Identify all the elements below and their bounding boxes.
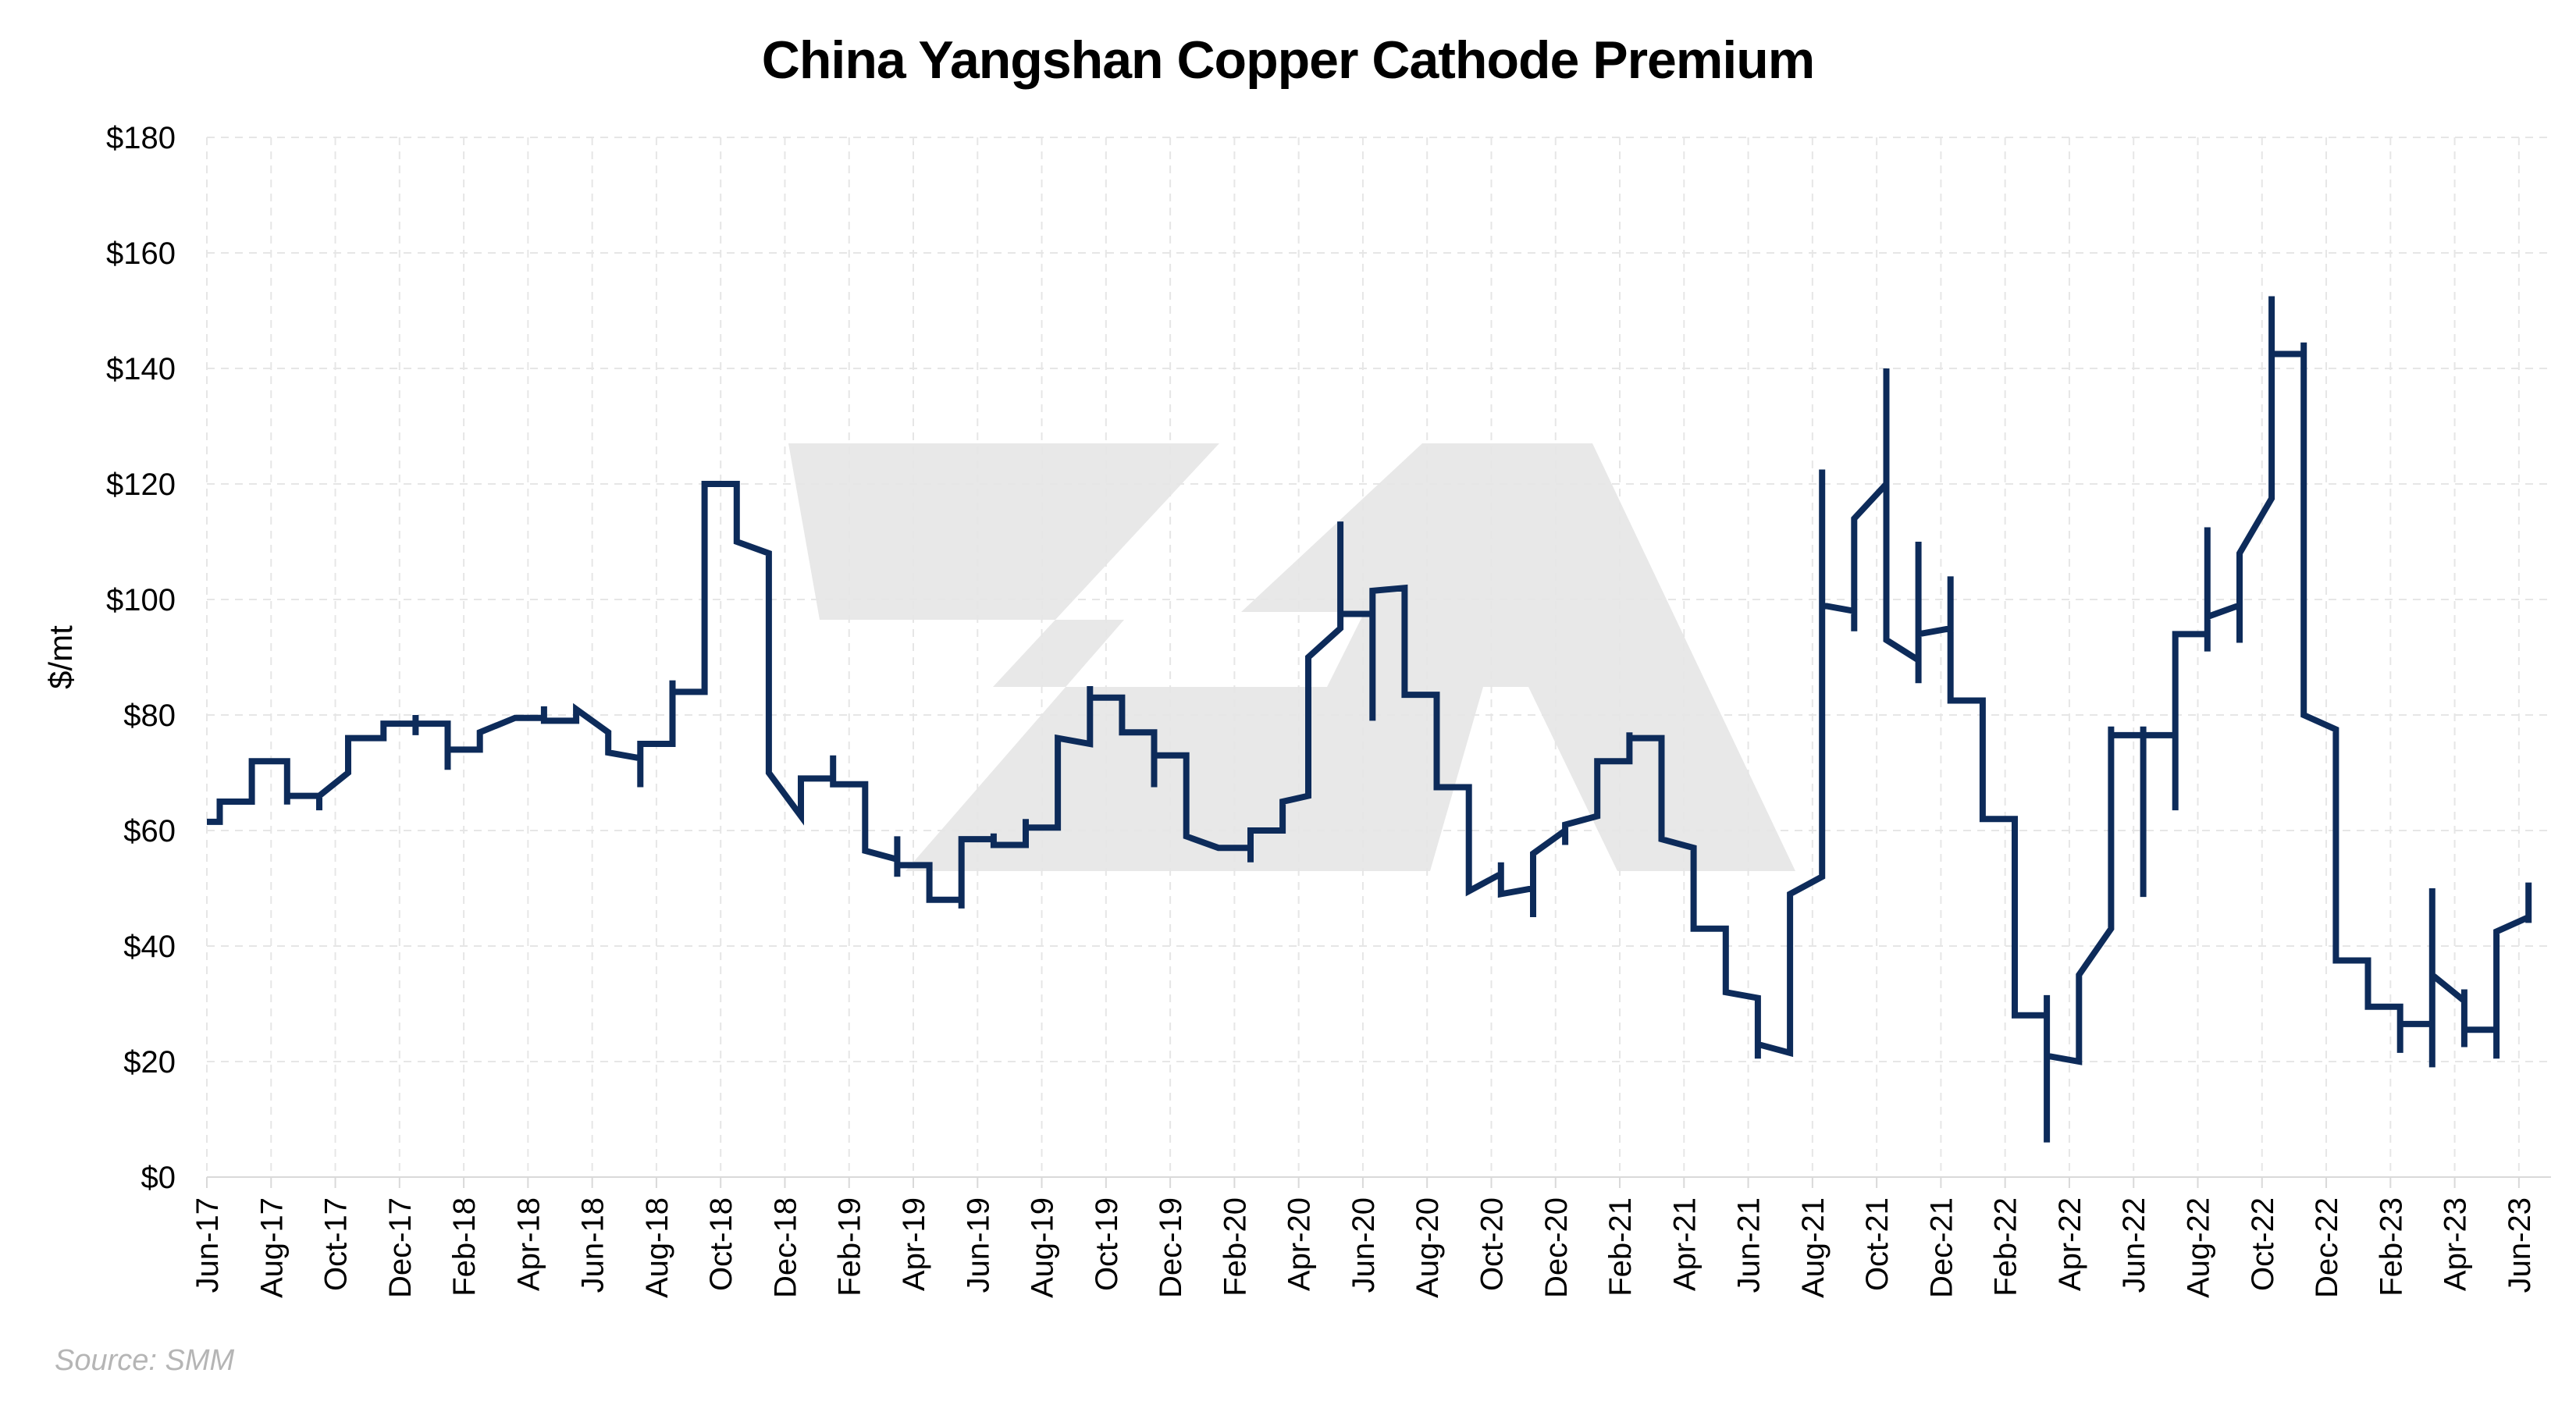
y-tick-label: $40 (123, 930, 176, 964)
x-tick-label: Jun-17 (190, 1197, 225, 1293)
y-tick-label: $180 (106, 121, 176, 155)
y-tick-label: $160 (106, 237, 176, 271)
x-tick-label: Jun-20 (1347, 1197, 1381, 1293)
x-tick-label: Aug-22 (2181, 1197, 2215, 1298)
y-tick-label: $120 (106, 468, 176, 502)
x-tick-label: Jun-23 (2503, 1197, 2537, 1293)
x-tick-label: Feb-22 (1989, 1197, 2023, 1297)
x-tick-label: Aug-21 (1796, 1197, 1831, 1298)
x-tick-label: Dec-21 (1924, 1197, 1959, 1298)
x-tick-label: Apr-23 (2439, 1197, 2473, 1291)
source-note: Source: SMM (55, 1344, 235, 1377)
y-tick-label: $80 (123, 699, 176, 733)
x-tick-label: Dec-22 (2310, 1197, 2344, 1298)
x-tick-label: Feb-20 (1218, 1197, 1252, 1297)
watermark-logo (788, 443, 1795, 871)
x-tick-label: Jun-19 (961, 1197, 995, 1293)
x-tick-label: Aug-19 (1026, 1197, 1060, 1298)
x-tick-label: Dec-20 (1539, 1197, 1574, 1298)
x-tick-label: Oct-21 (1860, 1197, 1895, 1291)
chart-title: China Yangshan Copper Cathode Premium (761, 30, 1815, 90)
y-tick-label: $140 (106, 352, 176, 386)
x-tick-label: Feb-21 (1603, 1197, 1638, 1297)
x-tick-label: Aug-20 (1411, 1197, 1445, 1298)
x-tick-label: Apr-20 (1283, 1197, 1317, 1291)
x-tick-label: Feb-23 (2374, 1197, 2408, 1297)
y-tick-label: $0 (141, 1161, 176, 1195)
y-tick-label: $100 (106, 583, 176, 617)
y-tick-label: $60 (123, 814, 176, 848)
x-tick-label: Dec-19 (1154, 1197, 1188, 1298)
x-tick-label: Dec-17 (383, 1197, 418, 1298)
y-tick-label: $20 (123, 1045, 176, 1080)
x-tick-label: Oct-17 (319, 1197, 354, 1291)
y-axis-title: $/mt (42, 625, 79, 689)
x-tick-label: Aug-18 (640, 1197, 674, 1298)
x-tick-label: Apr-19 (897, 1197, 931, 1291)
x-tick-label: Oct-18 (704, 1197, 738, 1291)
x-tick-label: Jun-18 (576, 1197, 610, 1293)
x-tick-label: Feb-19 (833, 1197, 867, 1297)
x-tick-label: Feb-18 (447, 1197, 482, 1297)
x-tick-label: Jun-22 (2117, 1197, 2151, 1293)
x-tick-label: Oct-20 (1475, 1197, 1509, 1291)
x-tick-label: Oct-19 (1090, 1197, 1124, 1291)
x-tick-label: Jun-21 (1732, 1197, 1767, 1293)
x-tick-label: Oct-22 (2246, 1197, 2280, 1291)
x-tick-label: Dec-18 (768, 1197, 802, 1298)
x-tick-label: Aug-17 (254, 1197, 289, 1298)
x-tick-label: Apr-18 (511, 1197, 546, 1291)
x-tick-label: Apr-21 (1667, 1197, 1702, 1291)
x-tick-label: Apr-22 (2053, 1197, 2087, 1291)
series-line (207, 296, 2532, 1143)
